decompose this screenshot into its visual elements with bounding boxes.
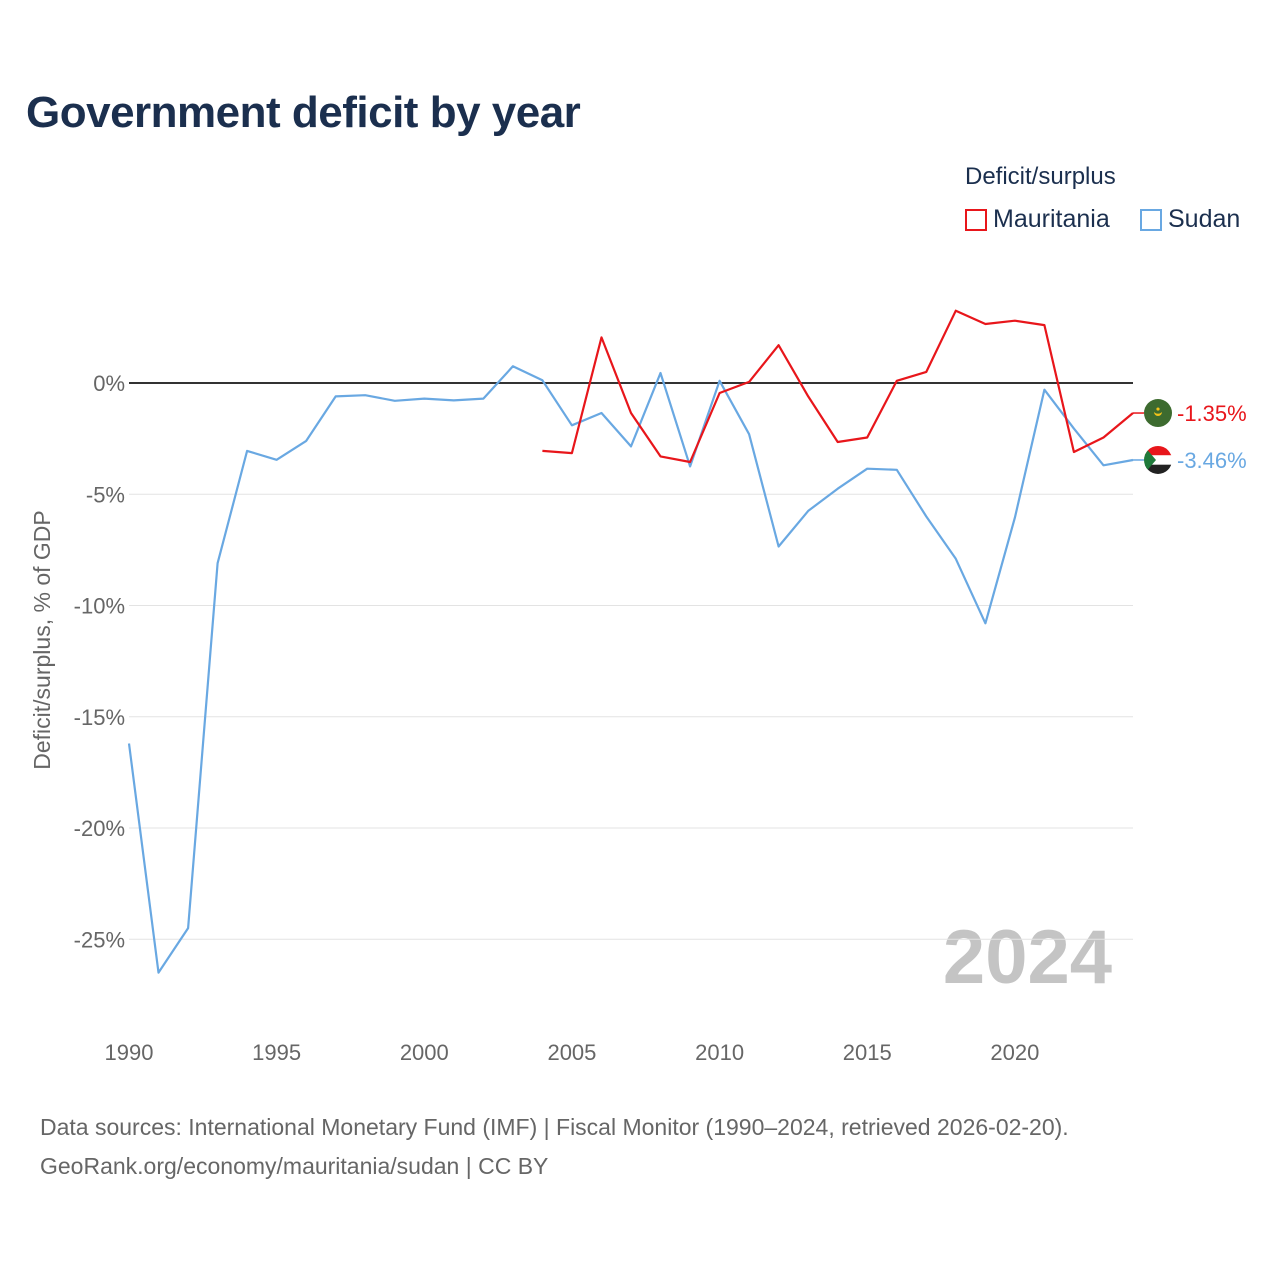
y-tick-label: -10% bbox=[74, 594, 125, 619]
line-chart: 2024 0% -5% -10% -15% -20% -25% 1990 1995 2000 2… bbox=[29, 309, 1247, 1065]
x-tick-label: 2000 bbox=[400, 1040, 449, 1065]
series-line-sudan bbox=[127, 365, 1134, 974]
chart-title: Government deficit by year bbox=[26, 88, 581, 137]
x-tick-label: 2010 bbox=[695, 1040, 744, 1065]
x-tick-label: 2005 bbox=[547, 1040, 596, 1065]
x-tick-labels: 1990 1995 2000 2005 2010 2015 2020 bbox=[105, 1040, 1040, 1065]
legend-item-mauritania[interactable]: Mauritania bbox=[965, 205, 1110, 234]
y-tick-label: -25% bbox=[74, 927, 125, 952]
y-tick-label: 0% bbox=[93, 371, 125, 396]
y-tick-labels: 0% -5% -10% -15% -20% -25% bbox=[74, 371, 125, 952]
legend-item-sudan[interactable]: Sudan bbox=[1140, 205, 1240, 234]
series-lines bbox=[127, 309, 1144, 974]
end-markers bbox=[1144, 399, 1172, 474]
y-tick-label: -20% bbox=[74, 816, 125, 841]
series-line-mauritania bbox=[542, 309, 1134, 464]
y-tick-label: -15% bbox=[74, 705, 125, 730]
legend-label-sudan: Sudan bbox=[1168, 205, 1241, 233]
y-tick-label: -5% bbox=[86, 482, 125, 507]
end-label-sudan: -3.46% bbox=[1177, 448, 1247, 473]
sources-line-1: Data sources: International Monetary Fun… bbox=[40, 1114, 1069, 1140]
legend-swatch-mauritania bbox=[965, 208, 987, 231]
x-tick-label: 1995 bbox=[252, 1040, 301, 1065]
legend-title: Deficit/surplus bbox=[965, 163, 1116, 190]
year-watermark: 2024 bbox=[943, 915, 1112, 1000]
y-axis-label: Deficit/surplus, % of GDP bbox=[29, 510, 55, 769]
legend-swatch-sudan bbox=[1140, 208, 1162, 231]
mauritania-flag-icon bbox=[1144, 399, 1172, 428]
x-tick-label: 1990 bbox=[105, 1040, 154, 1065]
grid-lines bbox=[129, 382, 1133, 940]
legend-label-mauritania: Mauritania bbox=[993, 205, 1110, 233]
sudan-flag-icon bbox=[1144, 445, 1172, 474]
x-tick-label: 2015 bbox=[843, 1040, 892, 1065]
x-tick-label: 2020 bbox=[990, 1040, 1039, 1065]
data-sources: Data sources: International Monetary Fun… bbox=[40, 1108, 1069, 1186]
sources-line-2: GeoRank.org/economy/mauritania/sudan | C… bbox=[40, 1153, 549, 1179]
end-label-mauritania: -1.35% bbox=[1177, 401, 1247, 426]
